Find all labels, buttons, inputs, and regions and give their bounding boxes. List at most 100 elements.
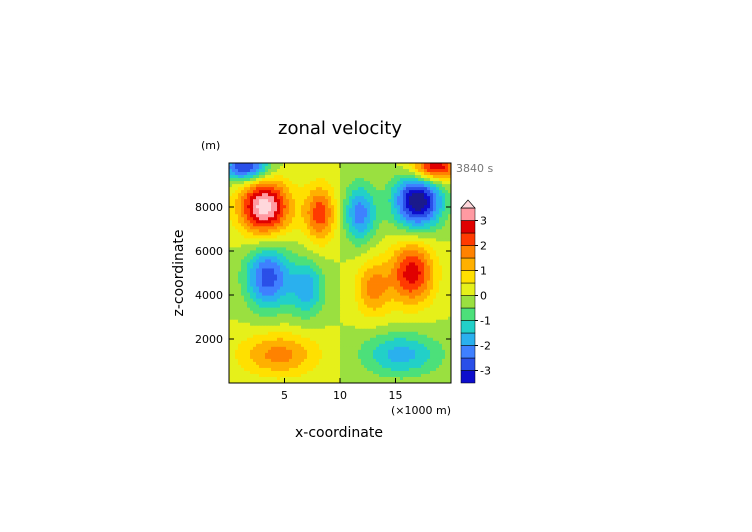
field-cell (370, 262, 374, 266)
field-cell (364, 172, 368, 176)
field-cell (367, 295, 371, 300)
field-cell (379, 196, 383, 200)
field-cell (337, 214, 341, 218)
field-cell (370, 271, 374, 275)
field-cell (430, 328, 434, 333)
field-cell (286, 361, 290, 366)
field-cell (316, 169, 320, 173)
field-cell (427, 322, 431, 327)
field-cell (337, 361, 341, 366)
field-cell (238, 313, 242, 318)
field-cell (235, 346, 239, 351)
field-cell (238, 205, 242, 209)
field-cell (247, 292, 251, 296)
field-cell (433, 262, 437, 266)
field-cell (298, 211, 302, 215)
field-cell (259, 187, 263, 191)
field-cell (385, 175, 389, 179)
field-cell (256, 352, 260, 357)
field-cell (346, 280, 350, 284)
field-cell (283, 322, 287, 327)
field-cell (346, 325, 350, 330)
field-cell (298, 295, 302, 300)
field-cell (418, 214, 422, 218)
field-cell (361, 205, 365, 209)
field-cell (367, 307, 371, 312)
field-cell (241, 337, 245, 342)
field-cell (439, 358, 443, 363)
field-cell (379, 211, 383, 215)
field-cell (235, 187, 239, 191)
field-cell (277, 196, 281, 200)
field-cell (271, 178, 275, 182)
field-cell (421, 313, 425, 318)
field-cell (328, 241, 332, 245)
field-cell (316, 244, 320, 248)
field-cell (391, 241, 395, 245)
field-cell (379, 280, 383, 284)
field-cell (385, 265, 389, 269)
field-cell (256, 169, 260, 173)
field-cell (394, 208, 398, 212)
field-cell (301, 229, 305, 233)
field-cell (247, 364, 251, 369)
field-cell (325, 274, 329, 278)
field-cell (331, 358, 335, 363)
field-cell (286, 265, 290, 269)
field-cell (430, 232, 434, 236)
field-cell (346, 193, 350, 197)
field-cell (430, 190, 434, 194)
field-cell (247, 250, 251, 254)
field-cell (316, 223, 320, 227)
field-cell (289, 247, 293, 251)
field-cell (442, 205, 446, 209)
field-cell (433, 316, 437, 321)
field-cell (412, 187, 416, 191)
field-cell (283, 271, 287, 275)
field-cell (439, 193, 443, 197)
field-cell (430, 331, 434, 336)
field-cell (262, 202, 266, 206)
field-cell (337, 187, 341, 191)
field-cell (298, 229, 302, 233)
field-cell (286, 286, 290, 290)
field-cell (433, 223, 437, 227)
field-cell (322, 280, 326, 284)
field-cell (316, 262, 320, 266)
field-cell (343, 253, 347, 257)
field-cell (271, 211, 275, 215)
field-cell (421, 262, 425, 266)
field-cell (328, 337, 332, 342)
field-cell (298, 283, 302, 287)
field-cell (400, 205, 404, 209)
field-cell (283, 274, 287, 278)
field-cell (409, 238, 413, 242)
field-cell (322, 241, 326, 245)
field-cell (424, 247, 428, 251)
field-cell (340, 361, 344, 366)
field-cell (349, 352, 353, 357)
field-cell (235, 262, 239, 266)
field-cell (370, 163, 374, 167)
field-cell (433, 355, 437, 360)
field-cell (406, 280, 410, 284)
field-cell (286, 202, 290, 206)
field-cell (418, 247, 422, 251)
field-cell (337, 163, 341, 167)
field-cell (232, 184, 236, 188)
field-cell (433, 325, 437, 330)
field-cell (439, 175, 443, 179)
field-cell (370, 331, 374, 336)
field-cell (343, 331, 347, 336)
field-cell (418, 355, 422, 360)
field-cell (349, 229, 353, 233)
field-cell (328, 319, 332, 324)
field-cell (376, 331, 380, 336)
field-cell (247, 322, 251, 327)
field-cell (340, 319, 344, 324)
field-cell (232, 361, 236, 366)
field-cell (424, 292, 428, 296)
field-cell (427, 316, 431, 321)
field-cell (307, 262, 311, 266)
field-cell (433, 283, 437, 287)
